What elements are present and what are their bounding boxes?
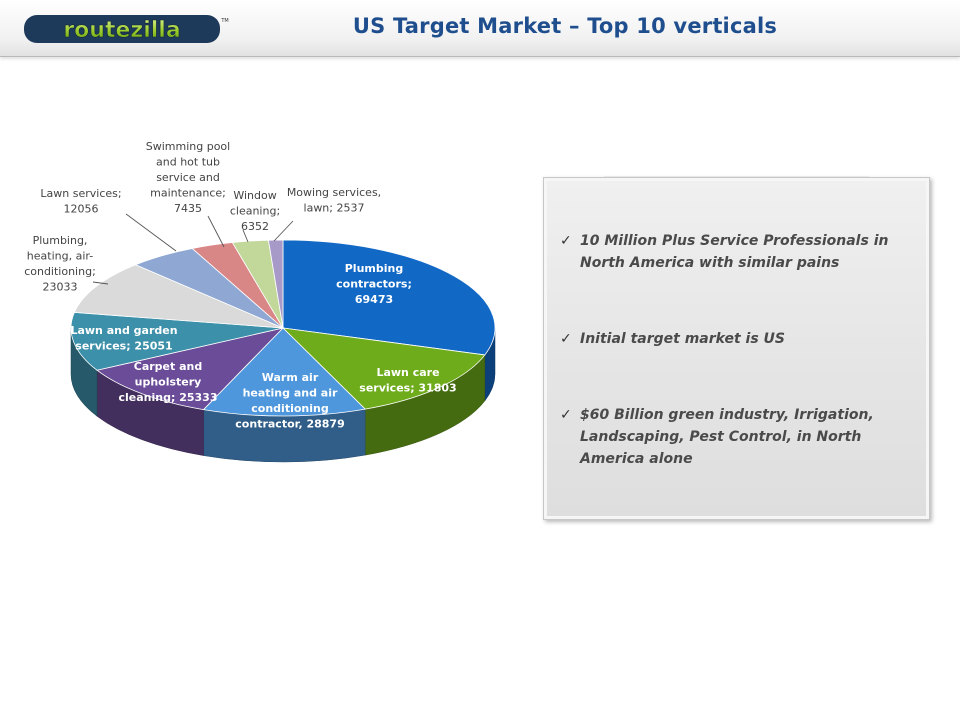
pie-slice bbox=[281, 327, 486, 410]
panel-top-rule bbox=[604, 176, 869, 177]
pie-slice bbox=[282, 239, 496, 356]
pie-slice bbox=[73, 264, 284, 329]
pie-slice-label-line: Lawn and garden bbox=[70, 324, 177, 337]
pie-leader-line bbox=[92, 281, 109, 285]
pie-slice bbox=[96, 327, 285, 411]
pie-slice-label-line: 7435 bbox=[174, 202, 202, 215]
pie-slice-label-line: services; 25051 bbox=[75, 340, 172, 353]
pie-slice-label-line: lawn; 2537 bbox=[304, 202, 365, 215]
pie-slice bbox=[202, 327, 367, 417]
pie-slice-label: Lawn and garden services; 25051 bbox=[70, 324, 177, 353]
pie-slice-label-line: Lawn services; bbox=[40, 187, 121, 200]
pie-slice-label-line: upholstery bbox=[135, 376, 202, 389]
pie-slice-label-line: Window bbox=[233, 189, 276, 202]
pie-slice-label-line: service and bbox=[156, 171, 220, 184]
pie-leader-lines bbox=[92, 213, 294, 285]
logo-trademark: TM bbox=[220, 18, 228, 24]
pie-leader-line bbox=[242, 229, 249, 243]
header-bar: routezilla TM US Target Market – Top 10 … bbox=[0, 0, 960, 57]
pie-slice-label-line: Plumbing, bbox=[33, 234, 88, 247]
pie-slice-label-line: 6352 bbox=[241, 220, 269, 233]
pie-slice-label-line: cleaning; 25333 bbox=[119, 391, 218, 404]
pie-slice-label: Plumbing contractors; 69473 bbox=[336, 262, 412, 306]
pie-slice-label-line: Plumbing bbox=[345, 262, 403, 275]
pie-slice-label: Mowing services, lawn; 2537 bbox=[287, 186, 381, 215]
pie-slice-label-line: heating and air bbox=[243, 387, 338, 400]
pie-slice-label-line: maintenance; bbox=[150, 187, 226, 200]
pie-slice-label-line: Mowing services, bbox=[287, 186, 381, 199]
pie-slice-label-line: cleaning; bbox=[230, 205, 280, 218]
pie-top bbox=[70, 239, 496, 417]
pie-slice-label-line: services; 31803 bbox=[359, 382, 456, 395]
bullet-text: $60 Billion green industry, Irrigation, … bbox=[580, 407, 874, 467]
pie-slice-label: Window cleaning; 6352 bbox=[230, 189, 280, 233]
pie-leader-line bbox=[273, 220, 294, 242]
pie-slice-label-line: Carpet and bbox=[134, 360, 202, 373]
bullet-text: Initial target market is US bbox=[580, 331, 785, 347]
pie-chart: Plumbing contractors; 69473 Lawn care servic… bbox=[24, 140, 496, 463]
pie-slice-label: Lawn services; 12056 bbox=[40, 187, 121, 216]
pie-slice-label-line: contractor, 28879 bbox=[235, 418, 344, 431]
pie-labels: Plumbing contractors; 69473 Lawn care servic… bbox=[24, 140, 456, 431]
pie-slice bbox=[267, 239, 284, 329]
logo-wordmark: routezilla bbox=[63, 18, 180, 43]
key-points-panel: ✓ 10 Million Plus Service Professionals … bbox=[543, 176, 930, 520]
pie-slice-label-line: Swimming pool bbox=[146, 140, 230, 153]
checkmark-icon: ✓ bbox=[560, 331, 572, 347]
pie-leader-line bbox=[125, 213, 177, 252]
routezilla-logo: routezilla TM bbox=[24, 15, 229, 43]
pie-slice-label-line: contractors; bbox=[336, 278, 412, 291]
pie-slice-label-line: conditioning; bbox=[24, 265, 96, 278]
pie-slice-label: Carpet and upholstery cleaning; 25333 bbox=[119, 360, 218, 404]
pie-slice-label-line: 23033 bbox=[43, 281, 78, 294]
checkmark-icon: ✓ bbox=[560, 407, 572, 423]
slide-title: US Target Market – Top 10 verticals bbox=[352, 14, 778, 38]
bullet-item: ✓ $60 Billion green industry, Irrigation… bbox=[560, 404, 900, 470]
pie-slice-label: Lawn care services; 31803 bbox=[359, 366, 456, 395]
pie-slice-label-line: 69473 bbox=[355, 293, 393, 306]
pie-slice-label-line: conditioning bbox=[251, 402, 328, 415]
pie-slice-label: Swimming pool and hot tub service and maint… bbox=[146, 140, 230, 215]
pie-slice-label-line: and hot tub bbox=[156, 156, 220, 169]
pie-leader-line bbox=[207, 215, 225, 248]
bullet-text: 10 Million Plus Service Professionals in… bbox=[580, 233, 889, 271]
bullet-item: ✓ 10 Million Plus Service Professionals … bbox=[560, 230, 900, 274]
bullet-item: ✓ Initial target market is US bbox=[560, 328, 900, 350]
pie-slice-label: Warm air heating and air conditioning contr… bbox=[235, 371, 344, 431]
pie-slice-label-line: Lawn care bbox=[376, 366, 439, 379]
checkmark-icon: ✓ bbox=[560, 233, 572, 249]
pie-slice-label-line: Warm air bbox=[262, 371, 319, 384]
pie-slice-label-line: 12056 bbox=[64, 203, 99, 216]
pie-slice bbox=[70, 311, 284, 371]
pie-slice-label-line: heating, air- bbox=[27, 250, 93, 263]
pie-slice-label: Plumbing, heating, air-conditioning; 23033 bbox=[24, 234, 96, 294]
